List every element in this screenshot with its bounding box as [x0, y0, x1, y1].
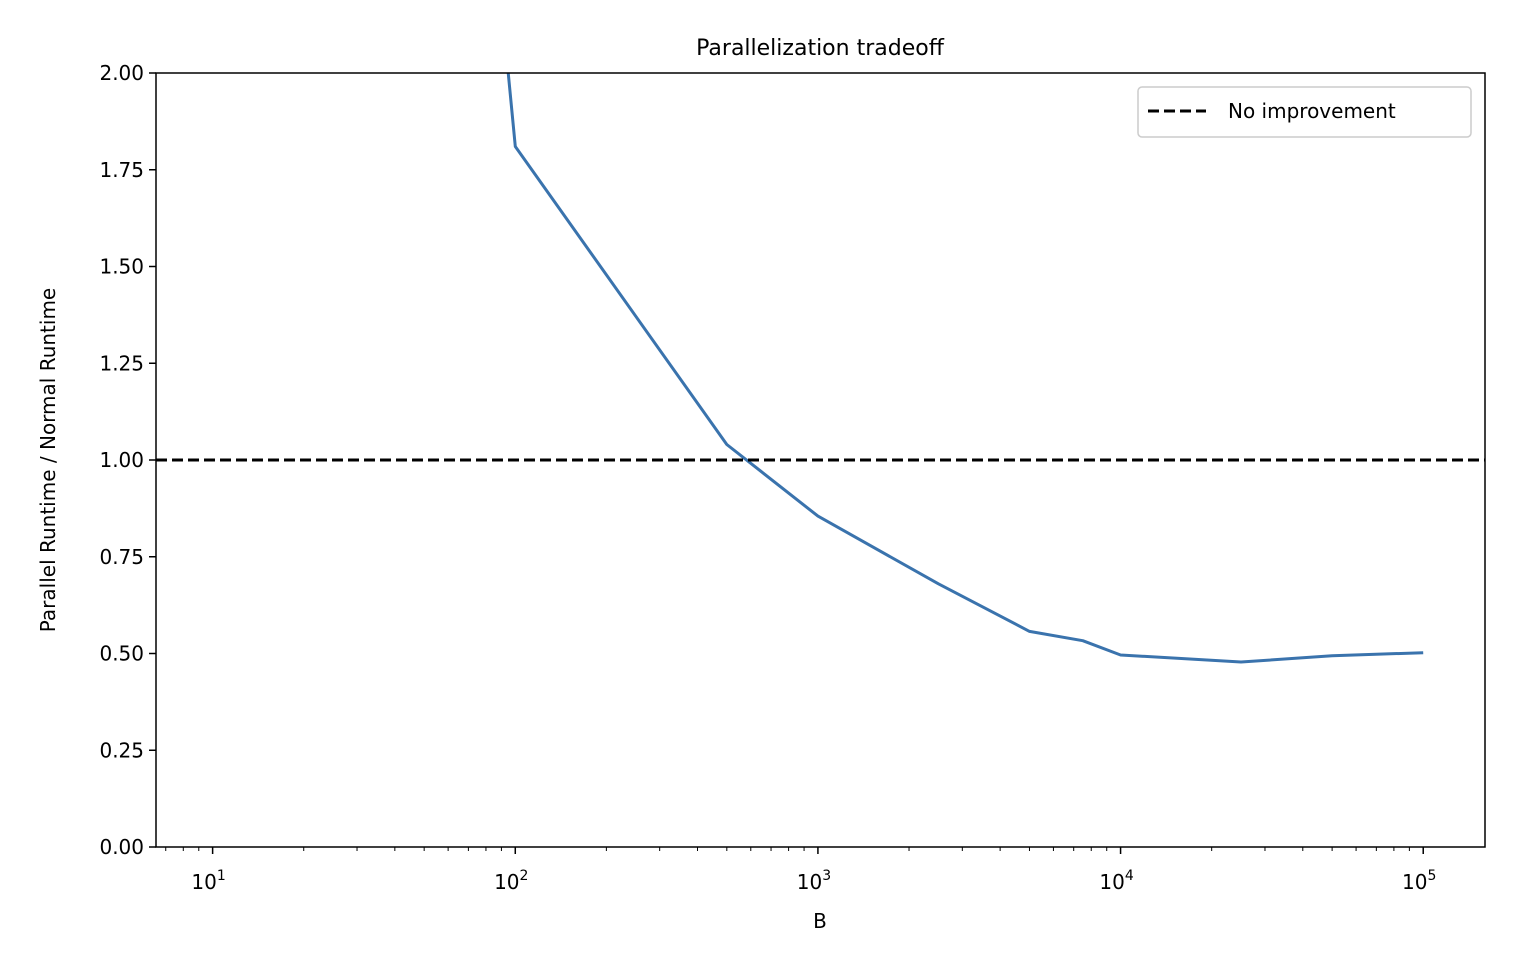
legend: No improvement: [1137, 86, 1472, 138]
y-tick-label: 1.00: [99, 448, 144, 472]
x-axis-label: B: [813, 909, 827, 933]
x-tick-label: 105: [1402, 868, 1436, 894]
y-tick-label: 0.00: [99, 835, 144, 859]
x-tick-label: 104: [1099, 868, 1133, 894]
series-layer: [156, 73, 1485, 664]
x-tick-label: 102: [494, 868, 528, 894]
series-line-0: [506, 73, 1424, 664]
chart-title: Parallelization tradeoff: [696, 36, 945, 61]
y-tick-label: 0.50: [99, 642, 144, 666]
y-tick-label: 0.75: [99, 545, 144, 569]
y-axis: 0.00 0.25 0.50 0.75 1.00 1.25 1.50 1.75 2.00: [99, 61, 156, 859]
y-axis-label: Parallel Runtime / Normal Runtime: [36, 288, 60, 632]
y-tick-label: 1.25: [99, 351, 144, 375]
legend-box: [1137, 86, 1472, 138]
y-tick-label: 1.75: [99, 158, 144, 182]
x-axis: 101 102 103 104 105: [165, 847, 1436, 894]
x-tick-label: 101: [191, 868, 225, 894]
y-tick-label: 1.50: [99, 255, 144, 279]
legend-label-no-improvement: No improvement: [1228, 99, 1396, 123]
x-tick-label: 103: [797, 868, 831, 894]
y-tick-label: 2.00: [99, 61, 144, 85]
y-tick-label: 0.25: [99, 738, 144, 762]
